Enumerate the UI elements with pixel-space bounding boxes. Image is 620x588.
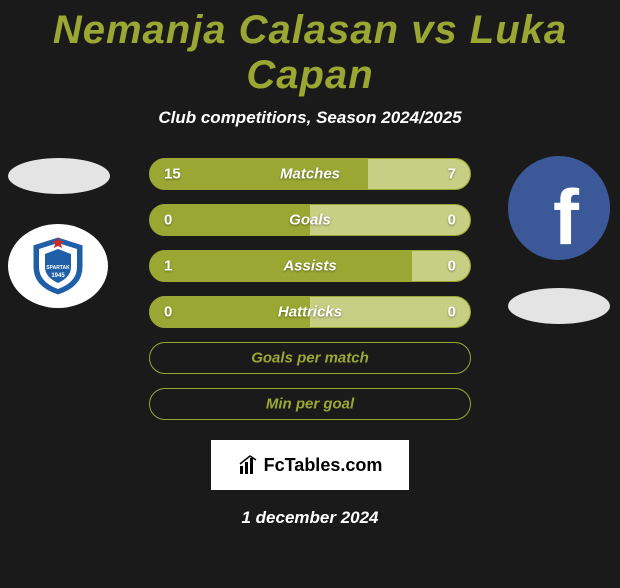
- stat-row-min-per-goal: Min per goal: [149, 388, 471, 420]
- player-placeholder-right: [508, 288, 610, 324]
- stat-row-hattricks: 0 Hattricks 0: [149, 296, 471, 328]
- stats-bars: 15 Matches 7 0 Goals 0 1 Assists 0 0 Hat…: [149, 158, 471, 420]
- stat-left-value: 1: [164, 258, 172, 275]
- stat-label: Assists: [283, 258, 336, 275]
- stat-label: Goals per match: [251, 350, 369, 367]
- stat-label: Hattricks: [278, 304, 342, 321]
- right-player-column: f: [508, 158, 610, 324]
- stat-row-assists: 1 Assists 0: [149, 250, 471, 282]
- snapshot-date: 1 december 2024: [0, 508, 620, 528]
- stat-right-fill: [412, 251, 470, 281]
- stat-left-value: 0: [164, 212, 172, 229]
- spartak-badge-icon: SPARTAK 1945: [29, 235, 87, 297]
- fctables-badge[interactable]: FcTables.com: [211, 440, 409, 490]
- stat-right-value: 0: [448, 304, 456, 321]
- stat-label: Goals: [289, 212, 331, 229]
- stat-right-fill: [310, 205, 470, 235]
- stat-right-value: 0: [448, 212, 456, 229]
- stat-left-fill: [150, 205, 310, 235]
- player-placeholder-left: [8, 158, 110, 194]
- badge-text: SPARTAK: [46, 265, 70, 271]
- stat-row-goals-per-match: Goals per match: [149, 342, 471, 374]
- fctables-icon: [238, 454, 260, 476]
- facebook-f-glyph: f: [553, 172, 579, 263]
- page-title: Nemanja Calasan vs Luka Capan: [0, 8, 620, 98]
- stat-label: Min per goal: [266, 396, 354, 413]
- stat-right-value: 0: [448, 258, 456, 275]
- left-player-column: SPARTAK 1945: [8, 158, 110, 308]
- stat-row-goals: 0 Goals 0: [149, 204, 471, 236]
- stat-left-value: 15: [164, 166, 181, 183]
- stat-right-value: 7: [448, 166, 456, 183]
- stat-row-matches: 15 Matches 7: [149, 158, 471, 190]
- badge-year: 1945: [51, 273, 65, 279]
- stat-label: Matches: [280, 166, 340, 183]
- stat-left-value: 0: [164, 304, 172, 321]
- season-subtitle: Club competitions, Season 2024/2025: [0, 108, 620, 128]
- stat-left-fill: [150, 251, 412, 281]
- fctables-label: FcTables.com: [264, 455, 383, 476]
- comparison-content: SPARTAK 1945 f 15 Matches 7 0 Goals 0: [0, 158, 620, 528]
- facebook-icon[interactable]: f: [508, 156, 610, 260]
- club-badge-left: SPARTAK 1945: [8, 224, 108, 308]
